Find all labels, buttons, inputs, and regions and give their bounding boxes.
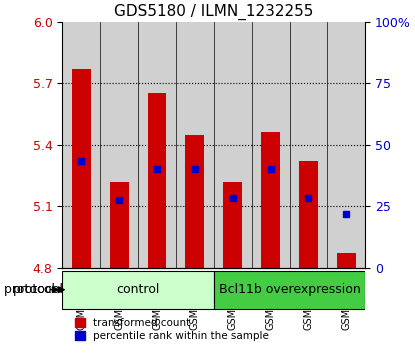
Bar (299, 161, 318, 268)
Bar (186, 135, 204, 268)
Bar (72, 69, 91, 268)
Bar (176, 22, 214, 268)
Bar (138, 22, 176, 268)
Bar (100, 22, 138, 268)
Text: control: control (117, 283, 160, 296)
FancyBboxPatch shape (62, 271, 214, 309)
Bar (327, 22, 365, 268)
Bar (110, 182, 129, 268)
Bar (337, 253, 356, 268)
Bar (223, 182, 242, 268)
Text: protocol: protocol (13, 283, 64, 296)
FancyBboxPatch shape (214, 271, 365, 309)
Legend: transformed count, percentile rank within the sample: transformed count, percentile rank withi… (73, 317, 270, 342)
Bar (251, 22, 290, 268)
Bar (290, 22, 327, 268)
Text: Bcl11b overexpression: Bcl11b overexpression (219, 283, 360, 296)
Bar (214, 22, 251, 268)
Bar (148, 93, 166, 268)
Bar (261, 132, 280, 268)
Bar (62, 22, 100, 268)
Text: protocol: protocol (4, 283, 59, 296)
Title: GDS5180 / ILMN_1232255: GDS5180 / ILMN_1232255 (114, 4, 313, 21)
